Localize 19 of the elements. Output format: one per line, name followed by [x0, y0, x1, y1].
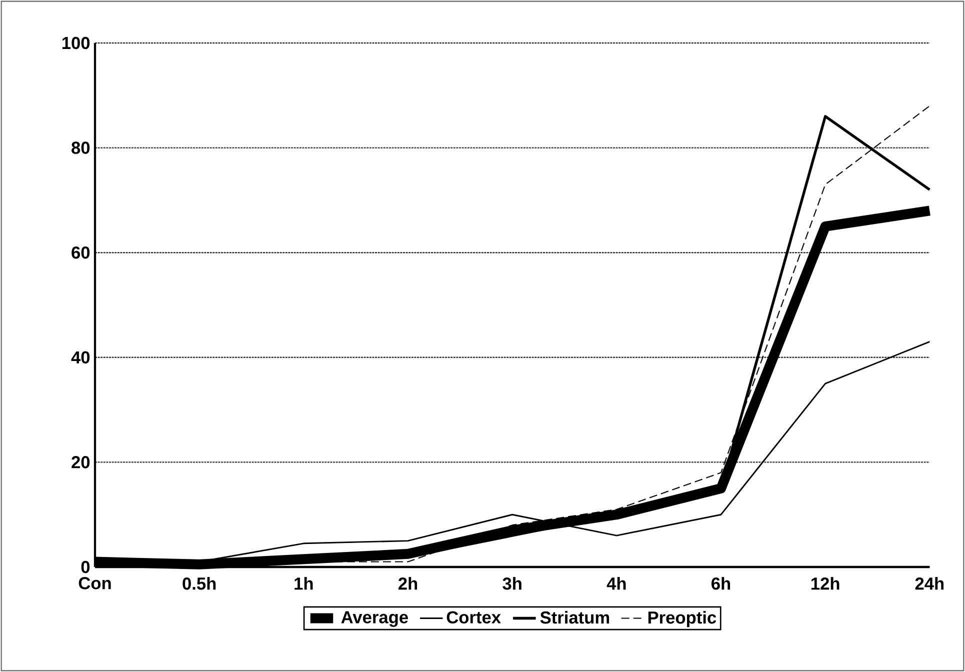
legend-label: Cortex — [446, 611, 501, 624]
legend-label: Preoptic — [648, 610, 716, 628]
x-tick-label: 2h — [398, 577, 418, 590]
x-tick-label: 1h — [294, 577, 313, 590]
y-tick-label: 80 — [72, 142, 90, 154]
y-tick-label: 100 — [62, 36, 90, 50]
x-tick-label: 0.5h — [182, 577, 216, 590]
y-tick-label: 40 — [71, 351, 90, 364]
x-tick-label: 3h — [502, 577, 522, 590]
x-tick-label: Con — [78, 577, 111, 590]
x-tick-label: 12h — [811, 577, 840, 590]
legend-label: Striatum — [540, 610, 610, 624]
x-tick-label: 4h — [606, 577, 626, 590]
y-tick-label: 0 — [81, 560, 90, 574]
x-tick-label: 24h — [915, 577, 944, 590]
legend-label: Average — [341, 611, 408, 627]
x-tick-label: 6h — [712, 577, 730, 590]
y-tick-label: 20 — [72, 456, 90, 468]
y-tick-label: 60 — [72, 246, 90, 259]
